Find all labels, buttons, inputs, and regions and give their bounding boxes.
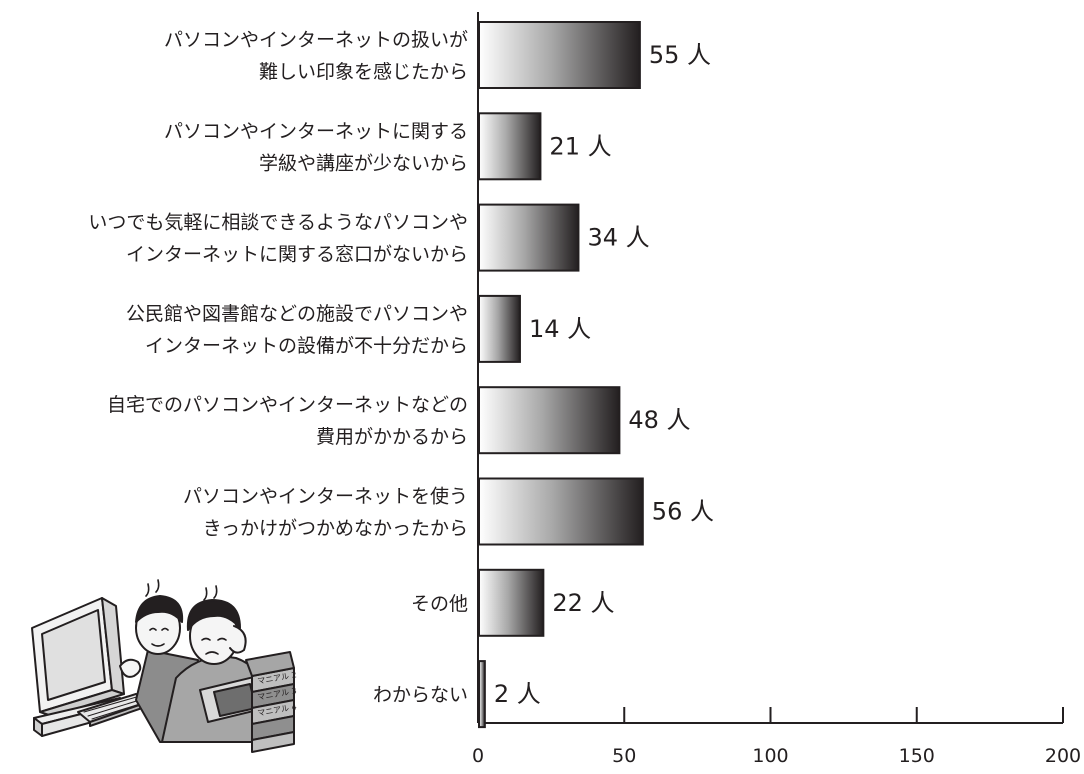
bar-value-label: 34 人: [587, 224, 649, 252]
category-label: いつでも気軽に相談できるようなパソコンやインターネットに関する窓口がないから: [88, 212, 468, 266]
category-label: 公民館や図書館などの施設でパソコンやインターネットの設備が不十分だから: [126, 303, 468, 357]
category-label: パソコンやインターネットに関する学級や講座が少ないから: [164, 120, 468, 174]
manual-book-icon: [199, 675, 267, 723]
bar-value-label: 48 人: [628, 406, 690, 434]
bar: [478, 112, 542, 181]
bar: [478, 21, 641, 89]
bar: [478, 568, 545, 637]
bar-value-label: 2 人: [494, 680, 541, 708]
bar-value-label: 22 人: [552, 589, 614, 617]
bar-value-label: 56 人: [652, 498, 714, 526]
category-label: その他: [411, 593, 468, 615]
x-tick-label: 150: [899, 745, 935, 767]
bar-value-label: 14 人: [529, 315, 591, 343]
x-tick-label: 100: [752, 745, 788, 767]
bar: [478, 203, 580, 272]
bar: [478, 660, 486, 729]
category-label: パソコンやインターネットの扱いが難しい印象を感じたから: [164, 29, 468, 83]
bar: [478, 477, 644, 546]
x-tick-label: 200: [1045, 745, 1081, 767]
x-tick-label: 50: [612, 745, 636, 767]
bar-value-label: 21 人: [549, 132, 611, 160]
bar: [478, 294, 521, 363]
x-tick-label: 0: [472, 745, 484, 767]
category-labels: パソコンやインターネットの扱いが難しい印象を感じたからパソコンやインターネットに…: [88, 29, 468, 706]
category-label: パソコンやインターネットを使うきっかけがつかめなかったから: [183, 486, 468, 540]
bar-value-label: 55 人: [649, 41, 711, 69]
worried-men-at-computer-illustration: マニアル 2 マニアル 3 マニアル 4: [31, 579, 297, 753]
category-label: わからない: [373, 684, 468, 706]
bar: [478, 386, 621, 455]
bars: 55 人 21 人 34 人 14 人 48 人 56 人 22 人 2 人: [478, 21, 714, 729]
category-label: 自宅でのパソコンやインターネットなどの費用がかかるから: [107, 394, 468, 448]
manual-stack-icon: [245, 651, 295, 753]
